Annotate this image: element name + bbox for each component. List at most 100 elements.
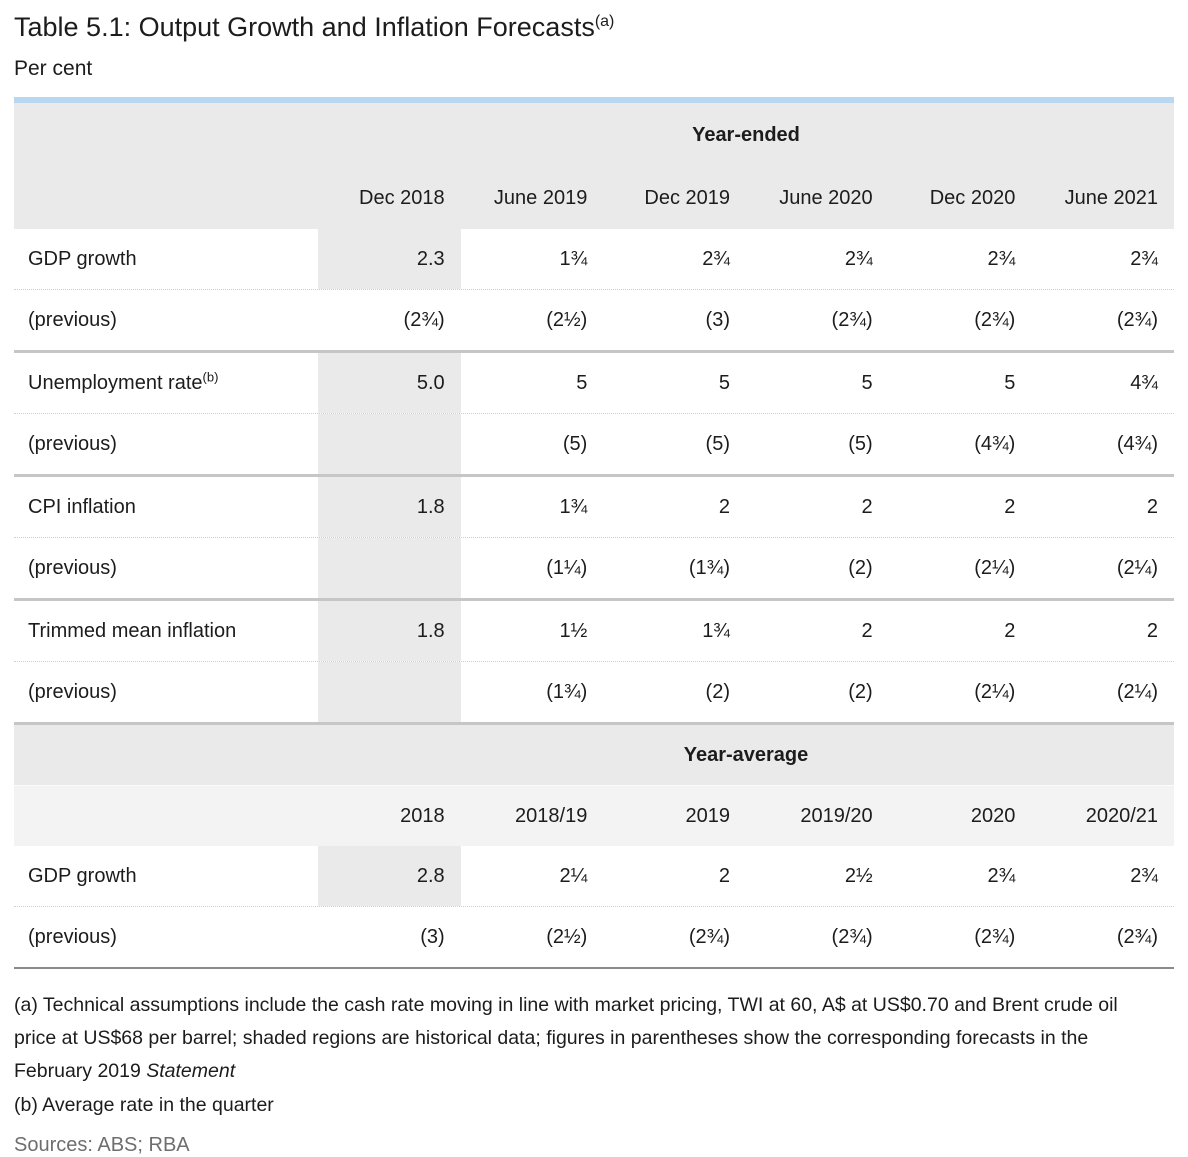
cell: 1¾	[559, 247, 588, 270]
cell: 2¾	[844, 247, 873, 270]
column-header: June 2020	[779, 186, 873, 209]
cell: (2½)	[546, 308, 588, 331]
row-label: (previous)	[28, 556, 117, 579]
cell: 2¾	[1130, 247, 1158, 270]
cell: (2)	[848, 556, 873, 579]
cell: (5)	[848, 432, 873, 455]
column-header: 2019/20	[800, 804, 873, 827]
table-row-unemployment: Unemployment rate(b) 5.0 5 5 5 5 4¾	[14, 350, 1174, 413]
cell: (5)	[705, 432, 730, 455]
row-label: Unemployment rate(b)	[14, 368, 318, 395]
column-header: 2018	[400, 804, 445, 827]
title-footnote-ref: (a)	[594, 13, 615, 30]
cell: (3)	[420, 925, 445, 948]
column-header: Dec 2020	[929, 186, 1016, 209]
cell: 1¾	[559, 495, 588, 518]
cell: (1¼)	[546, 556, 588, 579]
cell: 2	[718, 864, 730, 887]
page-title: Table 5.1: Output Growth and Inflation F…	[14, 12, 1174, 43]
cell: (1¾)	[688, 556, 730, 579]
cell: (2½)	[546, 925, 588, 948]
year-ended-group-row: Year-ended	[14, 103, 1174, 167]
cell: 2½	[844, 864, 873, 887]
cell: (2)	[705, 680, 730, 703]
page-title-text: Table 5.1: Output Growth and Inflation F…	[14, 12, 595, 42]
cell: (2¼)	[1116, 556, 1158, 579]
cell: (2¾)	[974, 308, 1016, 331]
cell: 2	[1004, 619, 1016, 642]
cell: (5)	[562, 432, 588, 455]
cell: 2¾	[702, 247, 730, 270]
row-label: (previous)	[28, 308, 117, 331]
column-header: Dec 2019	[644, 186, 730, 209]
year-average-group-row: Year-average	[14, 725, 1174, 785]
year-average-section-label: Year-average	[683, 743, 809, 766]
cell-shaded	[318, 538, 461, 598]
footnote-b: (b) Average rate in the quarter	[14, 1094, 274, 1117]
cell-shaded: 1.8	[318, 601, 461, 661]
table-row-trimmed-mean: Trimmed mean inflation 1.8 1½ 1¾ 2 2 2	[14, 598, 1174, 661]
cell: (2)	[848, 680, 873, 703]
cell: (2¾)	[831, 308, 873, 331]
cell: (3)	[705, 308, 730, 331]
row-label-text: Unemployment rate	[28, 371, 203, 394]
cell: (1¾)	[546, 680, 588, 703]
cell: (4¾)	[974, 432, 1016, 455]
cell: 2	[1146, 619, 1158, 642]
table-row-unemployment-previous: (previous) (5) (5) (5) (4¾) (4¾)	[14, 413, 1174, 474]
cell: 2	[861, 619, 873, 642]
cell-shaded: 2.3	[318, 229, 461, 289]
row-label: GDP growth	[28, 247, 137, 270]
year-average-column-headers: 2018 2018/19 2019 2019/20 2020 2020/21	[14, 785, 1174, 846]
cell: 4¾	[1130, 371, 1158, 394]
footnote-a-text: (a) Technical assumptions include the ca…	[14, 994, 1118, 1082]
cell-shaded: 2.8	[318, 846, 461, 906]
cell: 2¾	[987, 247, 1016, 270]
cell: (2¾)	[688, 925, 730, 948]
sources-line: Sources: ABS; RBA	[14, 1134, 190, 1156]
table-row-ya-gdp-growth: GDP growth 2.8 2¼ 2 2½ 2¾ 2¾	[14, 846, 1174, 906]
column-header: 2020	[970, 804, 1016, 827]
cell: 2	[861, 495, 873, 518]
table-row-gdp-previous: (previous) (2¾) (2½) (3) (2¾) (2¾) (2¾)	[14, 289, 1174, 350]
cell: 5	[718, 371, 730, 394]
cell: (2¼)	[974, 556, 1016, 579]
row-footnote-ref: (b)	[202, 368, 219, 384]
year-ended-column-headers: Dec 2018 June 2019 Dec 2019 June 2020 De…	[14, 167, 1174, 229]
column-header: 2018/19	[515, 804, 588, 827]
cell: (2¾)	[1116, 925, 1158, 948]
table-top-accent-bar	[14, 97, 1174, 103]
column-header: June 2019	[493, 186, 588, 209]
column-header: Dec 2018	[359, 186, 445, 209]
cell: 2¾	[1130, 864, 1158, 887]
year-ended-header: Year-ended Dec 2018 June 2019 Dec 2019 J…	[14, 103, 1174, 229]
cell: 5	[576, 371, 588, 394]
table-row-ya-gdp-previous: (previous) (3) (2½) (2¾) (2¾) (2¾) (2¾)	[14, 906, 1174, 967]
cell: (2¾)	[403, 308, 445, 331]
cell-shaded: 5.0	[318, 353, 461, 413]
row-label: Trimmed mean inflation	[28, 619, 237, 642]
column-header: 2019	[685, 804, 731, 827]
cell: (2¾)	[831, 925, 873, 948]
cell: 5	[1004, 371, 1016, 394]
cell: 2	[1004, 495, 1016, 518]
table-row-cpi-previous: (previous) (1¼) (1¾) (2) (2¼) (2¼)	[14, 537, 1174, 598]
cell: 5	[861, 371, 873, 394]
cell-shaded	[318, 662, 461, 722]
cell: 2	[718, 495, 730, 518]
cell: (2¾)	[1116, 308, 1158, 331]
row-label: (previous)	[28, 925, 117, 948]
row-label: CPI inflation	[28, 495, 136, 518]
table-units-label: Per cent	[14, 57, 93, 80]
row-label: (previous)	[28, 680, 117, 703]
footnote-a: (a) Technical assumptions include the ca…	[14, 989, 1149, 1087]
cell: (2¼)	[1116, 680, 1158, 703]
row-label: GDP growth	[28, 864, 137, 887]
table-row-gdp-growth: GDP growth 2.3 1¾ 2¾ 2¾ 2¾ 2¾	[14, 229, 1174, 289]
column-header: June 2021	[1064, 186, 1158, 209]
year-average-header: Year-average 2018 2018/19 2019 2019/20 2…	[14, 722, 1174, 846]
footnote-a-italic: Statement	[146, 1059, 236, 1082]
table-row-trimmed-mean-previous: (previous) (1¾) (2) (2) (2¼) (2¼)	[14, 661, 1174, 722]
year-ended-section-label: Year-ended	[692, 123, 800, 146]
cell: (2¾)	[974, 925, 1016, 948]
